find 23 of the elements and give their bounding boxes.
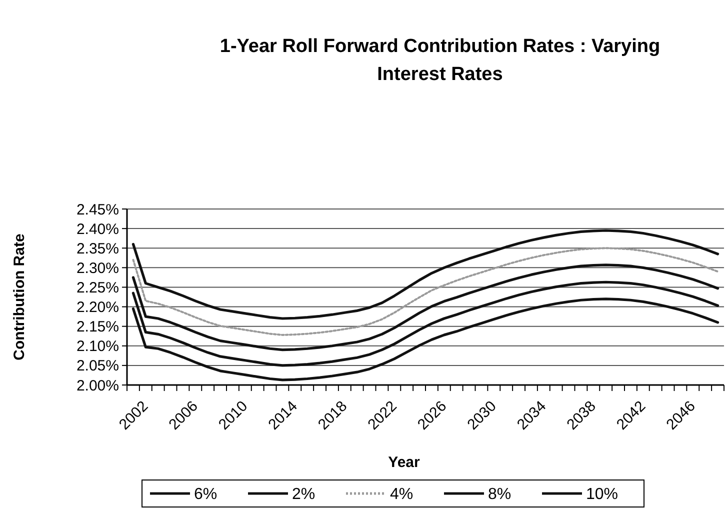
- y-tick-label: 2.10%: [76, 338, 119, 356]
- legend-label: 8%: [488, 486, 512, 504]
- line-series: [132, 280, 720, 367]
- y-tick-label: 2.05%: [76, 358, 119, 375]
- y-tick-label: 2.30%: [76, 260, 119, 277]
- chart-title: 1-Year Roll Forward Contribution Rates : Varying Interest Rates: [220, 36, 660, 85]
- y-tick-label: 2.15%: [76, 318, 119, 336]
- line-series: [132, 229, 720, 320]
- y-tick-label: 2.20%: [76, 299, 119, 316]
- legend-label: 6%: [194, 486, 218, 504]
- line-series: [132, 247, 719, 336]
- y-tick-label: 2.40%: [76, 220, 119, 238]
- legend-label: 10%: [586, 486, 618, 504]
- legend-label: 2%: [292, 486, 316, 504]
- y-axis-title: Contribution Rate: [11, 234, 28, 360]
- line-series: [132, 298, 720, 382]
- line-series: [132, 264, 720, 352]
- legend-label: 4%: [390, 486, 414, 504]
- y-tick-label: 2.35%: [76, 240, 119, 258]
- y-tick-label: 2.00%: [76, 377, 119, 394]
- y-tick-label: 2.45%: [76, 201, 119, 218]
- x-axis-title: Year: [388, 454, 420, 471]
- y-tick-label: 2.25%: [76, 279, 119, 296]
